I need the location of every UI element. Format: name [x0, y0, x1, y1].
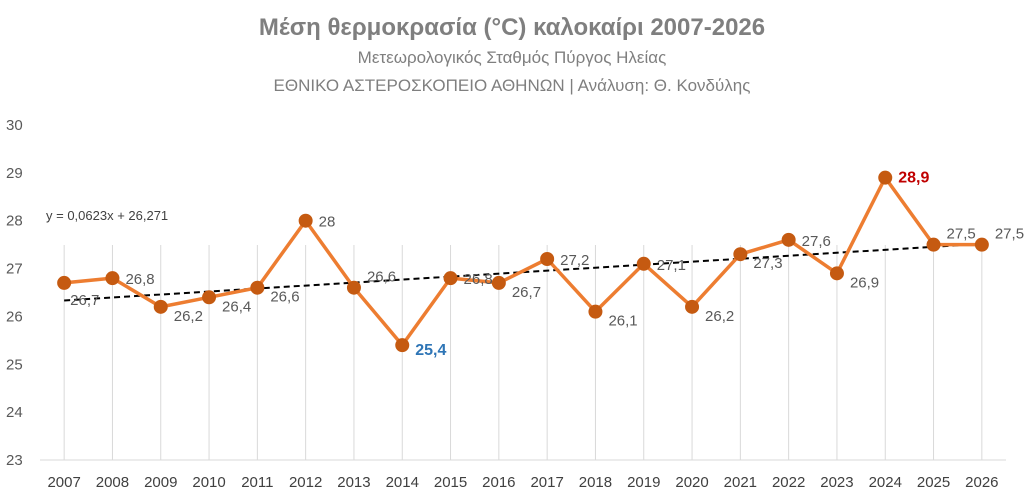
x-tick-label: 2022: [772, 474, 805, 491]
data-label: 26,8: [125, 271, 154, 288]
data-label: 26,6: [367, 269, 396, 286]
data-point: [781, 232, 796, 247]
x-tick-label: 2023: [820, 474, 853, 491]
data-label: 27,5: [947, 226, 976, 243]
y-tick-label: 24: [6, 404, 23, 421]
data-label: 27,2: [560, 252, 589, 269]
x-tick-label: 2010: [192, 474, 225, 491]
trendline: [64, 242, 982, 302]
y-tick-label: 25: [6, 356, 23, 373]
data-labels: 26,7 26,8 26,2 26,4 26,6 28 26,6 25,4 26,8 26,7 27…: [70, 170, 1024, 360]
data-point: [346, 280, 361, 295]
y-tick-label: 23: [6, 452, 23, 469]
x-tick-label: 2008: [96, 474, 129, 491]
data-point: [974, 237, 989, 252]
x-tick-label: 2007: [47, 474, 80, 491]
x-tick-label: 2017: [530, 474, 563, 491]
data-point: [829, 266, 844, 281]
data-label: 26,9: [850, 274, 879, 291]
data-label-min: 25,4: [415, 342, 446, 359]
data-point: [685, 299, 700, 314]
data-point: [636, 256, 651, 271]
data-label: 26,2: [174, 308, 203, 325]
data-label: 26,7: [512, 284, 541, 301]
x-tick-label: 2011: [241, 474, 273, 491]
y-tick-label: 28: [6, 213, 23, 230]
x-tick-label: 2014: [386, 474, 419, 491]
data-label: 26,8: [464, 271, 493, 288]
x-tick-label: 2025: [917, 474, 950, 491]
data-label: 27,3: [753, 255, 782, 272]
x-tick-label: 2013: [337, 474, 370, 491]
data-point: [105, 271, 120, 286]
data-label: 26,4: [222, 298, 251, 315]
data-point: [588, 304, 603, 319]
trendline-equation: y = 0,0623x + 26,271: [46, 208, 168, 223]
data-label-max: 28,9: [898, 170, 929, 187]
x-tick-label: 2018: [579, 474, 612, 491]
data-point: [298, 213, 313, 228]
data-point: [57, 275, 72, 290]
x-axis-ticks: 2007 2008 2009 2010 2011 2012 2013 2014 2015 2016…: [47, 474, 998, 491]
y-tick-label: 26: [6, 308, 23, 325]
data-label: 27,1: [657, 257, 686, 274]
x-tick-label: 2021: [724, 474, 757, 491]
data-point: [443, 271, 458, 286]
data-label: 27,5: [995, 226, 1024, 243]
x-tick-label: 2016: [482, 474, 515, 491]
x-tick-label: 2012: [289, 474, 322, 491]
data-point: [491, 275, 506, 290]
data-point: [395, 338, 410, 353]
x-tick-label: 2024: [869, 474, 902, 491]
data-label: 26,6: [270, 289, 299, 306]
data-point: [878, 170, 893, 185]
x-tick-label: 2019: [627, 474, 660, 491]
series-line: [63, 175, 982, 347]
data-point: [926, 237, 941, 252]
x-tick-label: 2009: [144, 474, 177, 491]
x-tick-label: 2026: [965, 474, 998, 491]
y-axis-ticks: 23 24 25 26 27 28 29 30: [6, 117, 23, 469]
y-tick-label: 30: [6, 117, 23, 134]
x-tick-label: 2015: [434, 474, 467, 491]
data-label: 27,6: [802, 233, 831, 250]
chart-subtitle: Μετεωρολογικός Σταθμός Πύργος Ηλείας: [357, 48, 667, 67]
data-point: [250, 280, 265, 295]
data-point: [153, 299, 168, 314]
data-label: 28: [319, 214, 336, 231]
series-temperature: [57, 170, 989, 353]
trendline-group: y = 0,0623x + 26,271: [46, 208, 982, 302]
y-tick-label: 29: [6, 165, 23, 182]
data-label: 26,2: [705, 308, 734, 325]
y-tick-label: 27: [6, 261, 23, 278]
data-label: 26,7: [70, 292, 99, 309]
chart-source: ΕΘΝΙΚΟ ΑΣΤΕΡΟΣΚΟΠΕΙΟ ΑΘΗΝΩΝ | Ανάλυση: Θ…: [273, 76, 751, 95]
data-point: [540, 252, 555, 266]
data-point: [202, 290, 217, 305]
chart-title: Μέση θερμοκρασία (°C) καλοκαίρι 2007-202…: [258, 14, 766, 41]
data-label: 26,1: [608, 313, 637, 330]
data-point: [733, 247, 748, 262]
x-tick-label: 2020: [675, 474, 708, 491]
